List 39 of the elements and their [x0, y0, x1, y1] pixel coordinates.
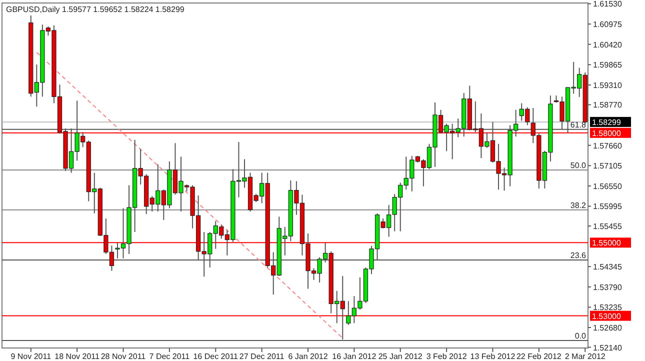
y-tick-label: 1.56550 [593, 182, 622, 191]
y-tick-label: 1.60420 [593, 40, 622, 50]
ref-line-label: 1.58299 [592, 118, 622, 127]
annotation: 23.6 [570, 250, 587, 260]
x-tick-label: 27 Dec 2011 [239, 352, 285, 361]
y-tick-label: 1.57660 [593, 141, 622, 150]
y-tick-label: 1.59310 [593, 80, 622, 90]
annotation: 0.0 [574, 332, 587, 340]
x-tick-label: 7 Dec 2011 [149, 352, 190, 361]
y-tick-label: 1.59865 [593, 60, 622, 70]
x-tick-label: 16 Jan 2012 [332, 352, 377, 361]
ref-line-label: 1.58000 [592, 128, 622, 138]
y-tick-label: 1.55455 [593, 222, 622, 231]
y-tick-label: 1.53790 [593, 282, 622, 292]
y-tick-label: 1.57105 [593, 162, 622, 171]
y-tick-label: 1.53235 [593, 303, 622, 312]
y-tick-label: 1.52680 [593, 324, 622, 333]
annotation: 50.0 [570, 160, 587, 170]
ref-line-label: 1.53000 [592, 312, 622, 321]
x-tick-label: 2 Mar 2012 [564, 352, 606, 361]
x-tick-label: 6 Jan 2012 [288, 352, 328, 361]
y-tick-label: 1.58770 [593, 100, 622, 110]
ref-line-label: 1.55000 [592, 238, 622, 248]
x-tick-label: 9 Nov 2011 [10, 352, 52, 361]
x-tick-label: 22 Feb 2012 [516, 352, 562, 361]
x-tick-label: 28 Nov 2011 [100, 352, 146, 361]
y-tick-label: 1.60975 [593, 20, 622, 30]
x-tick-label: 16 Dec 2011 [193, 352, 239, 361]
y-tick-label: 1.54345 [593, 262, 622, 272]
x-tick-label: 3 Feb 2012 [426, 352, 468, 361]
x-tick-label: 18 Nov 2011 [54, 352, 100, 361]
x-tick-label: 13 Feb 2012 [470, 352, 516, 361]
annotation: 38.2 [570, 200, 587, 210]
y-tick-label: 1.61530 [593, 0, 622, 9]
y-tick-label: 1.55995 [593, 202, 622, 212]
x-tick-label: 25 Jan 2012 [378, 352, 423, 361]
chart-title: GBPUSD,Daily 1.59577 1.59652 1.58224 1.58299 [6, 5, 185, 14]
annotation: 61.8 [570, 120, 587, 130]
y-tick-label: 1.52140 [593, 343, 622, 352]
